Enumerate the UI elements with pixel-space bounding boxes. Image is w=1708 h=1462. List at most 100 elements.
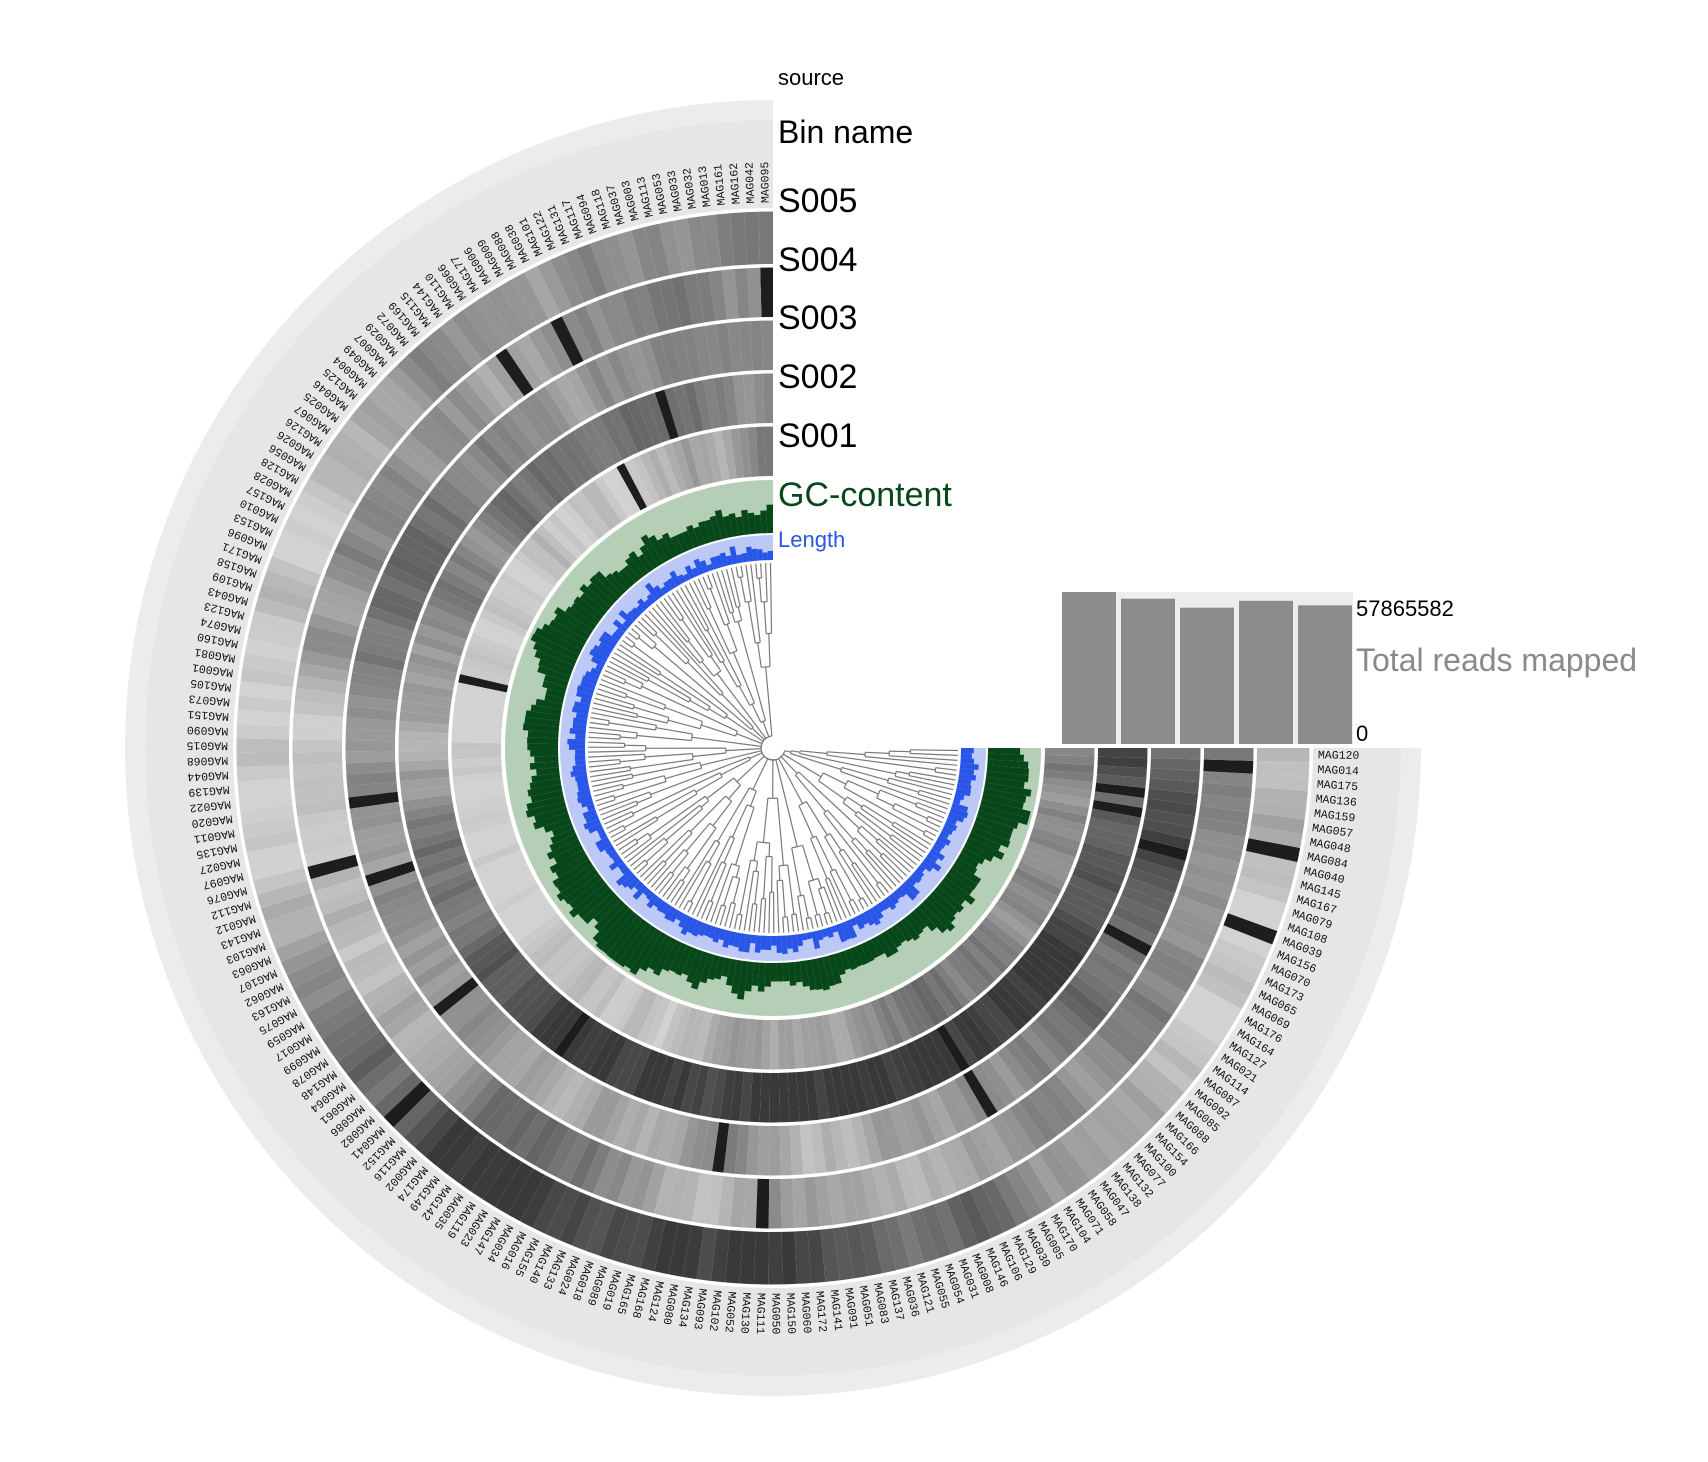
tree-branch [630,837,665,867]
heatmap-cell [384,908,435,941]
heatmap-cell [605,980,639,1029]
heatmap-cell [519,1174,557,1230]
bin-label: MAG057 [1311,822,1354,841]
tree-branch [692,752,727,758]
heatmap-cell [959,1131,993,1183]
gc-content-bar [612,918,648,964]
tree-branch [861,825,878,841]
tree-branch [763,898,767,933]
length-bar [682,573,691,582]
tree-branch [614,780,667,799]
heatmap-cell [344,761,396,775]
length-bar [574,774,588,782]
heatmap-cell [632,1049,660,1101]
heatmap-cell [1174,895,1227,925]
heatmap-cell [512,1048,552,1096]
length-bar [765,935,772,950]
tree-branch [750,564,761,643]
heatmap-cell [696,1227,717,1283]
heatmap-cell [477,1022,521,1068]
tree-branch [723,837,736,864]
tree-branch [925,816,929,821]
tree-branch [644,613,690,661]
tree-branch [768,892,771,934]
heatmap-cell [1038,928,1086,966]
heatmap-cell [670,328,693,381]
heatmap-cell [291,739,343,753]
tree-branch [633,706,669,718]
length-bar [835,923,847,943]
length-bar [957,778,972,786]
tree-branch [875,884,885,896]
tree-branch [588,753,645,758]
heatmap-cell [1150,758,1202,771]
length-bar [627,877,641,890]
length-bar [958,773,977,781]
heatmap-cell [1135,1058,1186,1104]
heatmap-cell [1201,960,1257,998]
length-bar [680,916,694,936]
gc-content-bar [822,955,836,987]
length-bar [910,872,922,884]
gc-content-bar [624,557,645,580]
heatmap-cell [409,642,462,665]
heatmap-cell [451,772,503,786]
tree-branch [842,848,854,864]
heatmap-cell [348,801,401,821]
gc-content-bar [662,940,682,972]
gc-content-bar [640,534,664,567]
tree-branch [591,777,634,788]
heatmap-cell [1239,863,1296,891]
heatmap-cell [937,1141,970,1194]
heatmap-cell [655,1111,680,1164]
heatmap-cell [455,682,507,700]
gc-content-bar [527,784,563,797]
tree-branch [776,880,780,933]
heatmap-cell [357,395,408,441]
heatmap-cell [1063,1058,1108,1104]
tree-branch [786,916,790,933]
heatmap-cell [433,576,484,608]
heatmap-cell [659,331,683,384]
heatmap-cell [813,1069,830,1122]
heatmap-cell [830,1066,850,1119]
gc-content-bar [926,894,956,923]
heatmap-cell [249,610,306,637]
length-bar [574,754,586,761]
heatmap-cell [712,429,730,481]
length-bar [575,749,586,756]
length-bar [934,839,946,849]
gc-content-bar [895,921,913,942]
tree-branch [799,753,896,775]
heatmap-cell [969,1126,1004,1178]
tree-branch [782,753,822,778]
tree-branch [879,881,889,893]
heatmap-cell [414,1036,461,1080]
tree-branch [706,777,735,799]
heatmap-cell [517,543,563,582]
heatmap-cell [752,1019,764,1071]
heatmap-cell [956,943,998,987]
heatmap-cell [256,582,313,612]
tree-branch [655,727,693,735]
bin-label: MAG134 [675,1285,694,1328]
heatmap-cell [820,1121,838,1174]
heatmap-cell [804,1070,820,1123]
heatmap-cell [727,1017,742,1069]
heatmap-cell [849,1169,872,1223]
gc-content-bar [937,881,966,906]
tree-branch [599,683,628,695]
heatmap-cell [641,1052,668,1104]
heatmap-cell [482,1155,523,1209]
heatmap-cell [1213,937,1269,972]
tree-branch [725,748,762,752]
heatmap-cell [314,587,367,616]
heatmap-cell [545,1186,580,1242]
heatmap-cell [864,1057,889,1109]
heatmap-cell [734,266,750,319]
heatmap-cell [660,1002,685,1054]
length-bar [580,799,594,808]
heatmap-cell [778,1072,790,1124]
heatmap-cell [603,233,633,289]
tree-branch [654,871,671,891]
